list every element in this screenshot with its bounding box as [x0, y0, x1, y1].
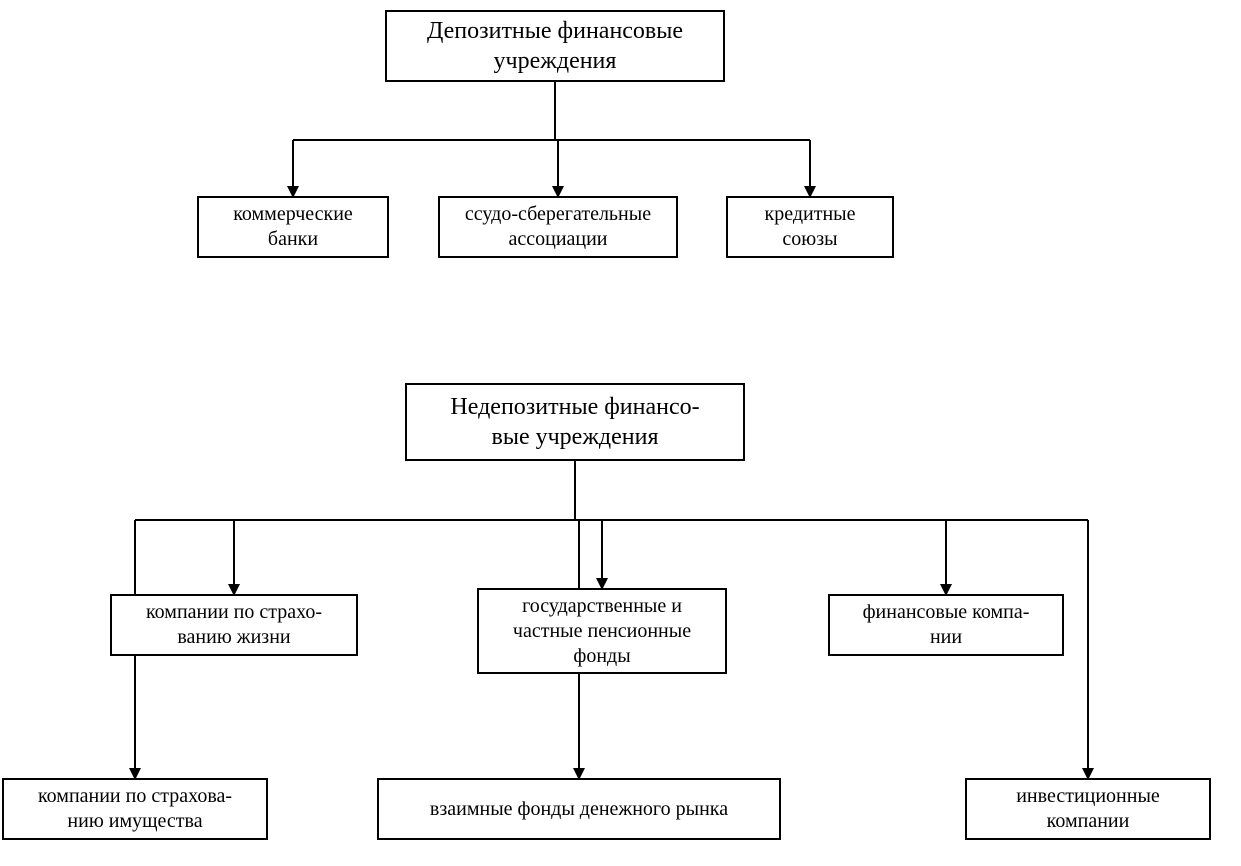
node-savings-loan-associations: ссудо-сберегательныеассоциации: [438, 196, 678, 258]
node-financial-companies: финансовые компа-нии: [828, 594, 1064, 656]
node-label: финансовые компа-нии: [863, 600, 1030, 650]
node-label: государственные ичастные пенсионныефонды: [513, 594, 691, 669]
node-property-insurance-companies: компании по страхова-нию имущества: [2, 778, 268, 840]
node-commercial-banks: коммерческиебанки: [197, 196, 389, 258]
node-label: Недепозитные финансо-вые учреждения: [450, 392, 699, 452]
node-money-market-mutual-funds: взаимные фонды денежного рынка: [377, 778, 781, 840]
node-investment-companies: инвестиционныекомпании: [965, 778, 1211, 840]
node-nondeposit-root: Недепозитные финансо-вые учреждения: [405, 383, 745, 461]
node-label: инвестиционныекомпании: [1016, 784, 1160, 834]
node-life-insurance-companies: компании по страхо-ванию жизни: [110, 594, 358, 656]
node-label: Депозитные финансовыеучреждения: [427, 16, 683, 76]
node-label: кредитныесоюзы: [765, 202, 856, 252]
node-pension-funds: государственные ичастные пенсионныефонды: [477, 588, 727, 674]
node-label: коммерческиебанки: [233, 202, 353, 252]
node-label: ссудо-сберегательныеассоциации: [465, 202, 651, 252]
node-credit-unions: кредитныесоюзы: [726, 196, 894, 258]
node-label: компании по страхова-нию имущества: [38, 784, 232, 834]
node-label: компании по страхо-ванию жизни: [146, 600, 322, 650]
node-deposit-root: Депозитные финансовыеучреждения: [385, 10, 725, 82]
node-label: взаимные фонды денежного рынка: [430, 797, 728, 822]
